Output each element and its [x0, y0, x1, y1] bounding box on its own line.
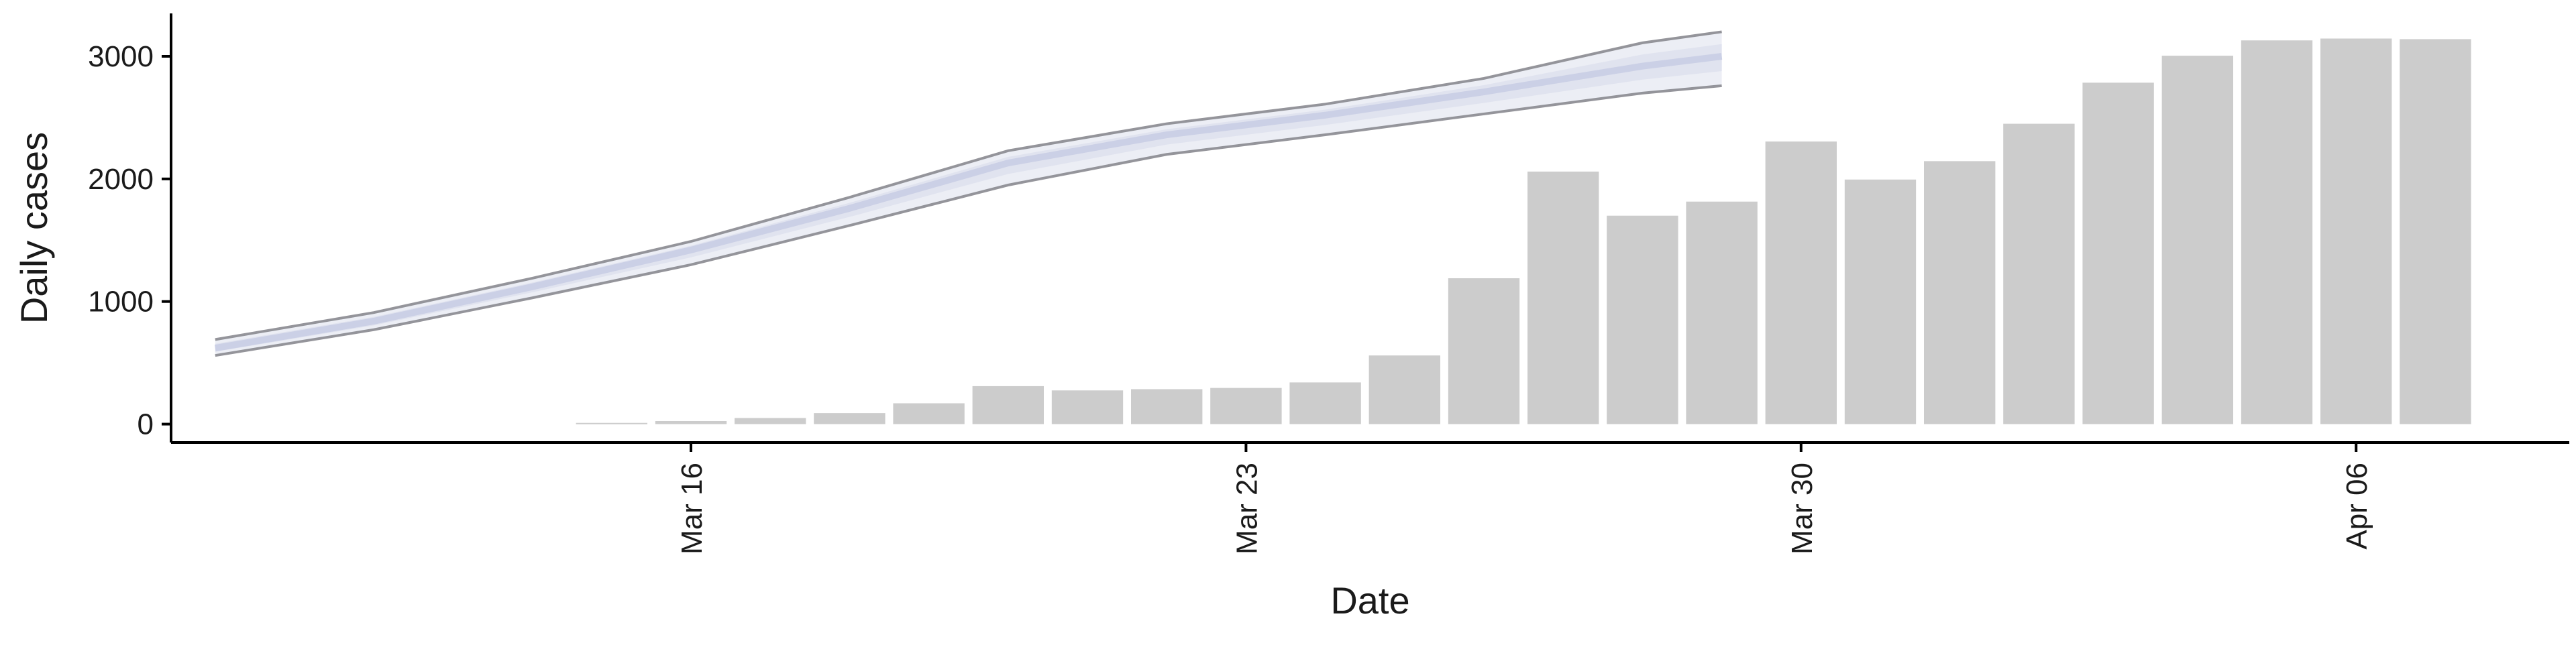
- bar-2020-03-15: [576, 422, 647, 424]
- bar-2020-04-03: [2082, 82, 2154, 424]
- bar-2020-04-02: [2003, 123, 2075, 424]
- bar-2020-03-20: [972, 386, 1044, 424]
- bar-2020-04-05: [2241, 40, 2313, 424]
- y-axis-title: Daily cases: [13, 132, 55, 324]
- bar-2020-03-27: [1527, 171, 1599, 424]
- bars-layer: [576, 38, 2471, 424]
- bar-2020-03-31: [1844, 179, 1917, 424]
- band-median-line: [214, 53, 1723, 352]
- bar-2020-03-24: [1289, 382, 1361, 424]
- band-upper-line: [215, 30, 1722, 341]
- x-tick-label: Mar 23: [1230, 463, 1263, 554]
- bar-2020-03-25: [1368, 355, 1440, 424]
- x-tick-label: Mar 30: [1786, 463, 1819, 554]
- band-lower-line: [215, 84, 1722, 357]
- bar-2020-03-21: [1051, 390, 1124, 424]
- bar-2020-03-28: [1607, 215, 1678, 424]
- bar-2020-04-06: [2320, 38, 2392, 424]
- bar-2020-03-23: [1210, 388, 1282, 424]
- bar-2020-04-01: [1924, 161, 1996, 424]
- x-tick-label: Apr 06: [2341, 463, 2373, 550]
- nowcast-band-layer: [214, 30, 1723, 357]
- bar-2020-03-17: [735, 418, 806, 424]
- bar-2020-03-22: [1131, 389, 1203, 424]
- ticks-layer: 0 1000 2000 3000 Mar 16 Mar 23 Mar 30 Apr 06: [88, 40, 2373, 554]
- bar-2020-04-07: [2400, 39, 2471, 424]
- x-tick-label: Mar 16: [676, 463, 708, 554]
- y-tick-label: 0: [138, 408, 154, 441]
- bar-2020-03-26: [1448, 278, 1520, 424]
- bar-2020-03-29: [1686, 201, 1758, 424]
- bar-2020-04-04: [2161, 56, 2233, 424]
- x-axis-title: Date: [1330, 579, 1409, 622]
- bar-2020-03-16: [655, 421, 727, 424]
- bar-2020-03-19: [893, 403, 965, 424]
- y-tick-label: 2000: [88, 163, 154, 196]
- bar-2020-03-18: [814, 413, 885, 424]
- y-tick-label: 1000: [88, 286, 154, 318]
- axes-layer: [170, 13, 2569, 444]
- bar-2020-03-30: [1765, 141, 1837, 424]
- y-tick-label: 3000: [88, 40, 154, 73]
